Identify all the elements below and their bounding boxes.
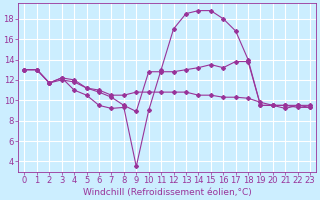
X-axis label: Windchill (Refroidissement éolien,°C): Windchill (Refroidissement éolien,°C) bbox=[83, 188, 252, 197]
